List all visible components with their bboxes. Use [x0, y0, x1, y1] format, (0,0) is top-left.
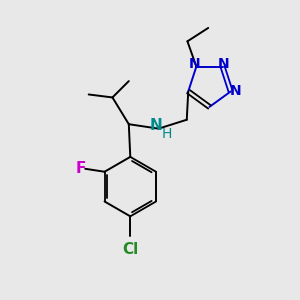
Text: H: H [162, 127, 172, 141]
Text: N: N [150, 118, 163, 133]
Text: N: N [218, 57, 230, 71]
Text: N: N [189, 57, 201, 71]
Text: N: N [230, 85, 242, 98]
Text: F: F [76, 161, 86, 176]
Text: Cl: Cl [122, 242, 138, 257]
